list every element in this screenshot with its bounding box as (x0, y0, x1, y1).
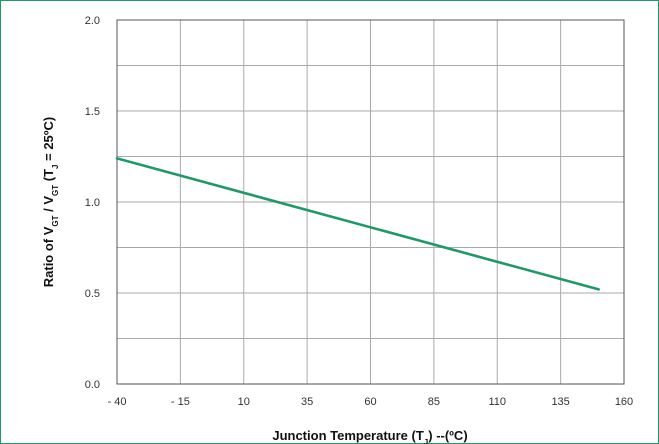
x-tick-label-3: 35 (301, 396, 313, 408)
grid (116, 19, 625, 385)
series-line-0 (115, 157, 600, 291)
x-tick-label-7: 135 (551, 396, 569, 408)
y-tick-label-4: 1.0 (85, 197, 100, 209)
y-tick-label-6: 1.5 (85, 106, 100, 118)
x-tick-labels: - 40 - 15 10 35 60 85 110 135 160 (108, 396, 634, 408)
y-tick-labels: 0.0 0.5 1.0 1.5 2.0 (85, 15, 100, 391)
x-tick-label-0: - 40 (108, 396, 127, 408)
x-axis-title: Junction Temperature (TJ) --(ºC) (272, 428, 467, 444)
plot-area-border (116, 19, 625, 385)
y-tick-label-0: 0.0 (85, 379, 100, 391)
x-tick-label-5: 85 (428, 396, 440, 408)
x-tick-label-6: 110 (488, 396, 506, 408)
x-tick-label-1: - 15 (171, 396, 190, 408)
y-tick-label-8: 2.0 (85, 15, 100, 27)
series-layer (115, 157, 600, 291)
x-tick-label-8: 160 (615, 396, 633, 408)
x-tick-label-4: 60 (364, 396, 376, 408)
plot-border (116, 19, 625, 385)
y-tick-label-2: 0.5 (85, 288, 100, 300)
x-tick-label-2: 10 (238, 396, 250, 408)
y-axis-title: Ratio of VGT / VGT (TJ = 25ºC) (41, 117, 60, 288)
